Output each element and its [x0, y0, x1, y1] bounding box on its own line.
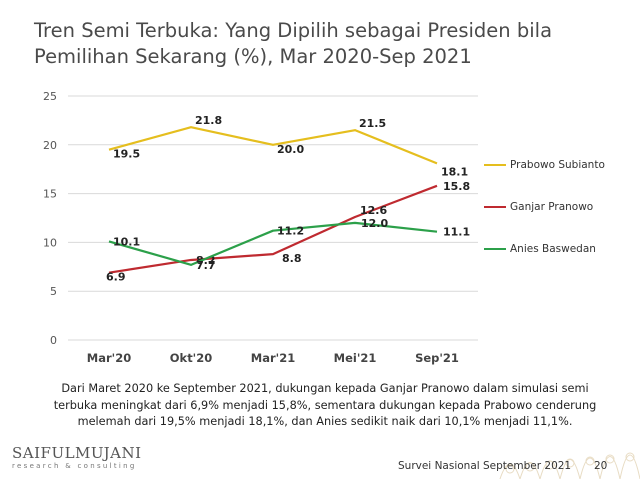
data-label-1-4: 15.8 — [443, 180, 470, 193]
legend-label-1: Ganjar Pranowo — [510, 201, 594, 213]
line-chart: 0 5 10 15 20 25 Mar'20 Okt'20 Mar'21 Mei'21 Sep'21… — [43, 90, 478, 365]
ornament-dot-6 — [625, 452, 635, 462]
ornament-arc-0 — [499, 463, 521, 479]
footer-survey-label: Survei Nasional September 2021 — [398, 460, 572, 472]
ornament-arc-6 — [619, 454, 640, 479]
data-label-2-0: 10.1 — [113, 235, 140, 248]
data-label-1-0: 6.9 — [106, 271, 126, 284]
y-tick-label-3: 15 — [43, 188, 57, 201]
ornament-dot-5 — [605, 454, 615, 464]
data-label-2-3: 12.0 — [361, 217, 388, 230]
chart-caption: Dari Maret 2020 ke September 2021, dukun… — [53, 382, 597, 428]
legend-swatch-0 — [484, 164, 506, 166]
page-number: 20 — [594, 460, 608, 472]
x-tick-label-2: Mar'21 — [251, 351, 295, 365]
data-label-2-2: 11.2 — [277, 225, 304, 238]
ornament-dot-1 — [525, 462, 535, 472]
ornament-dot-0 — [505, 464, 515, 474]
x-tick-label-4: Sep'21 — [415, 351, 459, 365]
legend-swatch-1 — [484, 206, 506, 208]
data-label-0-2: 20.0 — [277, 143, 304, 156]
logo-name: SAIFULMUJANI — [12, 444, 142, 462]
legend-item-2: Anies Baswedan — [484, 228, 605, 270]
y-tick-label-1: 5 — [50, 285, 57, 298]
data-label-0-0: 19.5 — [113, 148, 140, 161]
x-tick-label-1: Okt'20 — [170, 351, 212, 365]
ornament-arc-5 — [599, 456, 621, 479]
legend-label-0: Prabowo Subianto — [510, 159, 605, 171]
legend-swatch-2 — [484, 248, 506, 250]
x-tick-label-0: Mar'20 — [87, 351, 131, 365]
logo-tagline: research & consulting — [12, 462, 137, 470]
company-logo: SAIFULMUJANI research & consulting — [12, 444, 142, 470]
data-label-2-4: 11.1 — [443, 226, 470, 239]
ornament-arc-4 — [579, 457, 601, 479]
legend-item-1: Ganjar Pranowo — [484, 186, 605, 228]
ornament-dot-4 — [585, 456, 595, 466]
y-tick-label-2: 10 — [43, 236, 57, 249]
y-tick-label-5: 25 — [43, 90, 57, 103]
chart-legend: Prabowo Subianto Ganjar Pranowo Anies Basw… — [484, 144, 605, 270]
legend-label-2: Anies Baswedan — [510, 243, 596, 255]
data-label-1-3: 12.6 — [360, 204, 387, 217]
ornament-dot-2 — [545, 460, 555, 470]
y-tick-label-0: 0 — [50, 334, 57, 347]
y-tick-label-4: 20 — [43, 139, 57, 152]
ornament-dot-3 — [565, 458, 575, 468]
batik-ornament — [499, 452, 640, 479]
data-label-1-2: 8.8 — [282, 252, 302, 265]
data-label-0-4: 18.1 — [441, 165, 468, 178]
chart-title: Tren Semi Terbuka: Yang Dipilih sebagai … — [34, 19, 553, 68]
legend-item-0: Prabowo Subianto — [484, 144, 605, 186]
data-label-2-1: 7.7 — [196, 259, 216, 272]
data-label-0-1: 21.8 — [195, 114, 222, 127]
data-label-0-3: 21.5 — [359, 117, 386, 130]
x-tick-label-3: Mei'21 — [334, 351, 377, 365]
